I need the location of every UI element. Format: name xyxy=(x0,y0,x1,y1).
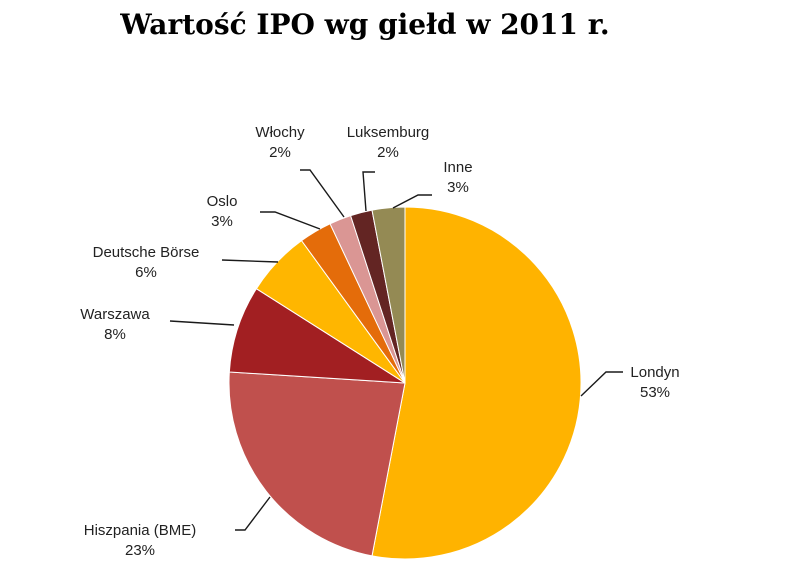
slice-label-value: 23% xyxy=(125,542,155,559)
slice-label-name: Oslo xyxy=(207,193,238,210)
leader-line xyxy=(580,371,623,397)
chart-title: Wartość IPO wg giełd w 2011 r. xyxy=(120,8,610,41)
pie-slice-hiszpania-bme- xyxy=(228,371,406,557)
slice-label-value: 53% xyxy=(640,384,670,401)
slice-labels: Londyn 53% Hiszpania (BME) 23% Warszawa 8% Deu… xyxy=(80,124,679,559)
leader-line xyxy=(169,320,235,326)
leader-line xyxy=(392,194,432,209)
slice-label-name: Luksemburg xyxy=(347,124,430,141)
leader-line xyxy=(362,171,375,212)
pie-slice-londyn xyxy=(371,206,582,560)
slice-label-name: Londyn xyxy=(630,364,679,381)
leader-line xyxy=(300,169,345,218)
slice-label-name: Deutsche Börse xyxy=(93,244,200,261)
leader-line xyxy=(260,211,321,230)
leader-lines xyxy=(169,169,623,531)
slice-label-value: 8% xyxy=(104,326,126,343)
slice-label-value: 3% xyxy=(447,179,469,196)
leader-line xyxy=(221,259,279,263)
slice-label-value: 6% xyxy=(135,264,157,281)
pie-slice-warszawa xyxy=(228,287,406,384)
pie-slices xyxy=(228,206,582,560)
pie-slice-inne xyxy=(371,206,406,384)
slice-label-value: 2% xyxy=(269,144,291,161)
slice-label-name: Warszawa xyxy=(80,306,150,323)
slice-label-name: Hiszpania (BME) xyxy=(84,522,197,539)
slice-label-name: Włochy xyxy=(255,124,305,141)
leader-line xyxy=(235,496,271,531)
slice-label-value: 3% xyxy=(211,213,233,230)
slice-label-name: Inne xyxy=(443,159,472,176)
slice-label-value: 2% xyxy=(377,144,399,161)
